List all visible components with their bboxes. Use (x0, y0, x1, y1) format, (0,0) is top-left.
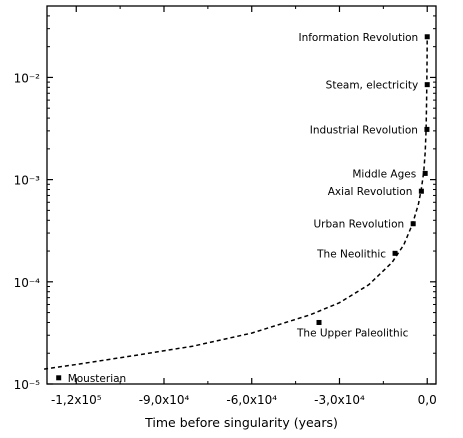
data-point (56, 375, 62, 381)
point-label: Industrial Revolution (310, 124, 418, 136)
fit-curve-layer (43, 34, 428, 370)
points-layer: Information Revolution Steam, electricity… (56, 32, 430, 385)
point-label: Steam, electricity (326, 80, 419, 92)
x-axis-title: Time before singularity (years) (144, 415, 338, 430)
point-label: The Neolithic (316, 248, 386, 260)
point-label: The Upper Paleolithic (296, 327, 409, 339)
data-point (418, 188, 424, 194)
fit-curve (43, 34, 428, 370)
point-label: Mousterian (68, 373, 127, 385)
x-tick-label: -3,0x10⁴ (314, 393, 365, 407)
data-point (410, 221, 416, 227)
point-label: Axial Revolution (328, 186, 413, 198)
data-point (392, 250, 398, 256)
axis-layer: -1,2x10⁵ -9,0x10⁴ -6,0x10⁴ -3,0x10⁴ 0,0 10⁻⁵ 1… (14, 5, 437, 407)
x-tick-label: -6,0x10⁴ (226, 393, 277, 407)
x-tick-label: -1,2x10⁵ (51, 393, 102, 407)
data-point (424, 126, 430, 132)
data-point (316, 319, 322, 325)
data-point (422, 170, 428, 176)
x-tick-label: -9,0x10⁴ (139, 393, 190, 407)
y-tick-label: 10⁻⁵ (14, 378, 41, 392)
x-tick-label: 0,0 (418, 393, 437, 407)
point-label: Information Revolution (298, 32, 418, 44)
y-tick-label: 10⁻⁴ (14, 276, 41, 290)
y-tick-label: 10⁻³ (14, 174, 41, 188)
point-label: Middle Ages (352, 168, 416, 180)
point-label: Urban Revolution (313, 219, 404, 231)
y-tick-label: 10⁻² (14, 71, 41, 85)
data-point (424, 82, 430, 88)
data-point (424, 34, 430, 40)
